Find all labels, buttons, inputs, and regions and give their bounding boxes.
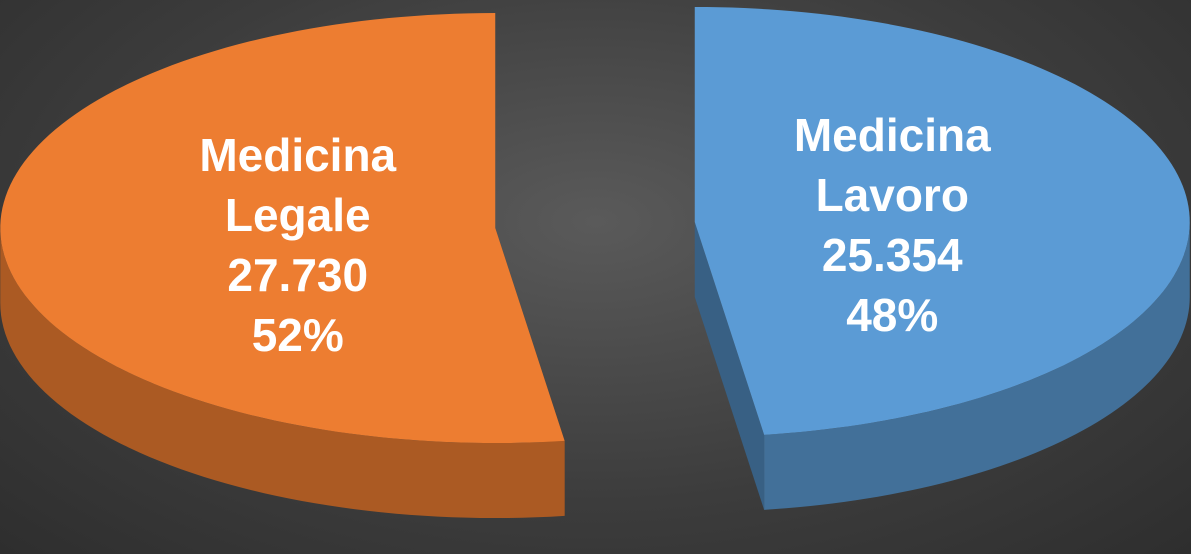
slice bbox=[694, 6, 1190, 510]
slice bbox=[0, 13, 565, 519]
value-label: 25.354 bbox=[821, 229, 963, 282]
value-label: 27.730 bbox=[227, 248, 369, 301]
slice-side bbox=[0, 228, 565, 519]
percent-label: 48% bbox=[846, 289, 939, 342]
slice-face bbox=[694, 221, 765, 510]
slice-top bbox=[694, 6, 1190, 435]
slice-top bbox=[0, 13, 565, 444]
percent-label: 52% bbox=[251, 308, 344, 361]
slice-side bbox=[764, 221, 1190, 510]
data-label: Medicina Lavoro 25.354 48% bbox=[777, 105, 1007, 345]
data-label: Medicina Legale 27.730 52% bbox=[183, 125, 413, 365]
slice-name: Medicina Legale bbox=[199, 128, 397, 241]
slice-name: Medicina Lavoro bbox=[793, 109, 991, 222]
